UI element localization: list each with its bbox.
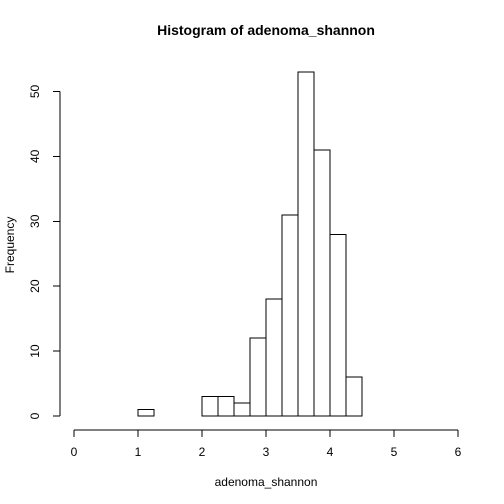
histogram-bar [345,376,363,417]
histogram-bar [137,409,155,417]
histogram-bar [249,337,267,417]
histogram-bar [329,233,347,417]
y-tick-label: 10 [28,344,42,358]
histogram-bar [217,396,235,417]
histogram-bar [281,214,299,417]
x-tick-label: 2 [199,445,206,459]
y-tick-label: 40 [28,149,42,163]
x-tick-label: 1 [135,445,142,459]
x-tick-label: 4 [327,445,334,459]
x-tick-label: 0 [71,445,78,459]
x-tick-label: 5 [391,445,398,459]
bars-group [137,71,363,417]
y-tick-label: 0 [28,412,42,419]
y-tick-label: 30 [28,214,42,228]
y-axis: 0 10 20 30 40 50 [28,84,61,419]
y-tick-label: 20 [28,279,42,293]
y-axis-title: Frequency [3,217,17,274]
x-axis-title: adenoma_shannon [215,475,318,489]
chart-title: Histogram of adenoma_shannon [157,22,375,38]
histogram-bar [233,402,251,417]
histogram-bar [201,396,219,417]
x-tick-label: 6 [455,445,462,459]
x-tick-label: 3 [263,445,270,459]
histogram-bar [297,71,315,417]
x-axis: 0 1 2 3 4 5 6 [71,429,462,459]
y-tick-label: 50 [28,84,42,98]
histogram-bar [313,149,331,417]
histogram-bar [265,298,283,417]
